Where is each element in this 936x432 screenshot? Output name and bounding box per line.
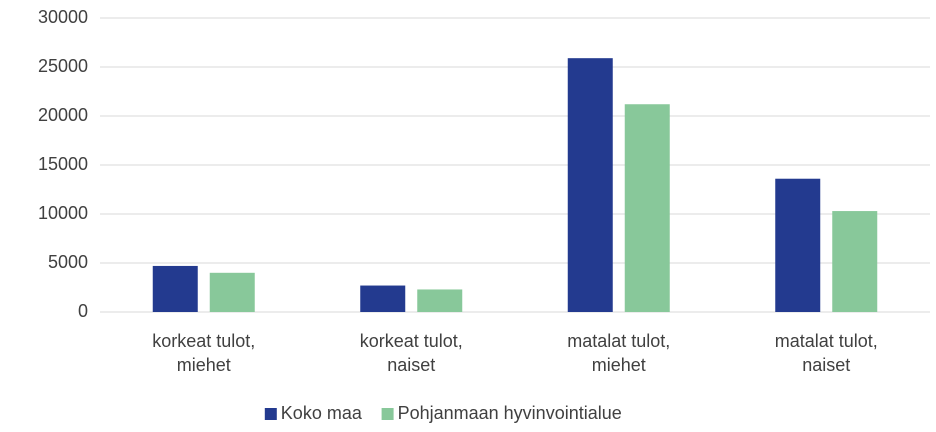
x-tick-label: matalat tulot, miehet — [567, 331, 670, 375]
bar — [209, 272, 255, 312]
legend-swatch — [381, 408, 394, 420]
y-tick-label: 20000 — [38, 105, 88, 125]
y-tick-label: 5000 — [48, 252, 88, 272]
bar — [775, 178, 821, 312]
bar — [832, 211, 878, 312]
y-tick-label: 0 — [78, 301, 88, 321]
y-tick-label: 15000 — [38, 154, 88, 174]
y-tick-label: 10000 — [38, 203, 88, 223]
bar — [417, 289, 463, 312]
x-tick-label: korkeat tulot, naiset — [360, 331, 463, 375]
legend-label: Pohjanmaan hyvinvointialue — [398, 403, 622, 423]
bar — [360, 285, 406, 312]
bar — [567, 58, 613, 313]
x-tick-label: korkeat tulot, miehet — [152, 331, 255, 375]
y-tick-label: 30000 — [38, 7, 88, 27]
bar — [152, 265, 198, 312]
legend-label: Koko maa — [281, 403, 363, 423]
bar — [624, 104, 670, 313]
legend-swatch — [264, 408, 277, 420]
y-tick-label: 25000 — [38, 56, 88, 76]
x-tick-label: matalat tulot, naiset — [775, 331, 878, 375]
